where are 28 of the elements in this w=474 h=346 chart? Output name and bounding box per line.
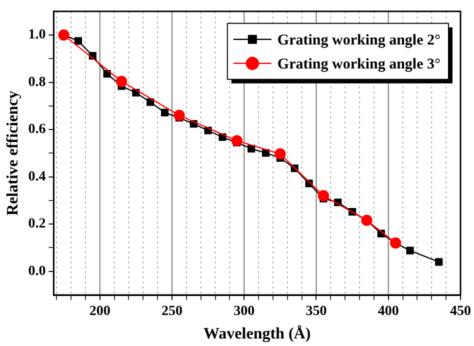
point (274, 148, 286, 160)
point (160, 108, 169, 116)
point (231, 135, 243, 146)
point (248, 144, 256, 152)
x-tick-label: 450 (450, 304, 471, 320)
y-tick-label: 0.0 (28, 264, 46, 279)
point (318, 190, 330, 202)
point (74, 37, 82, 45)
y-tick-label: 0.2 (28, 216, 46, 232)
point (406, 246, 414, 254)
y-axis-title: Relative efficiency (4, 90, 22, 216)
x-tick-label: 200 (89, 304, 110, 320)
x-tick-label: 300 (234, 304, 255, 320)
y-tick-label: 1.0 (28, 28, 46, 43)
x-tick-label: 400 (378, 304, 399, 320)
point (116, 76, 128, 87)
point (435, 258, 443, 266)
point (103, 70, 111, 78)
point (174, 110, 185, 121)
x-tick-label: 250 (161, 304, 182, 320)
point (146, 98, 154, 106)
y-tick-label: 0.8 (28, 74, 46, 90)
x-tick-label: 350 (306, 304, 327, 320)
legend-label: Grating working angle 3° (277, 56, 441, 72)
y-tick-label: 0.6 (28, 122, 46, 138)
x-axis-title: Wavelength (Å) (204, 324, 311, 343)
y-tick-label: 0.4 (28, 169, 46, 184)
legend-label: Grating working angle 2° (277, 32, 441, 48)
